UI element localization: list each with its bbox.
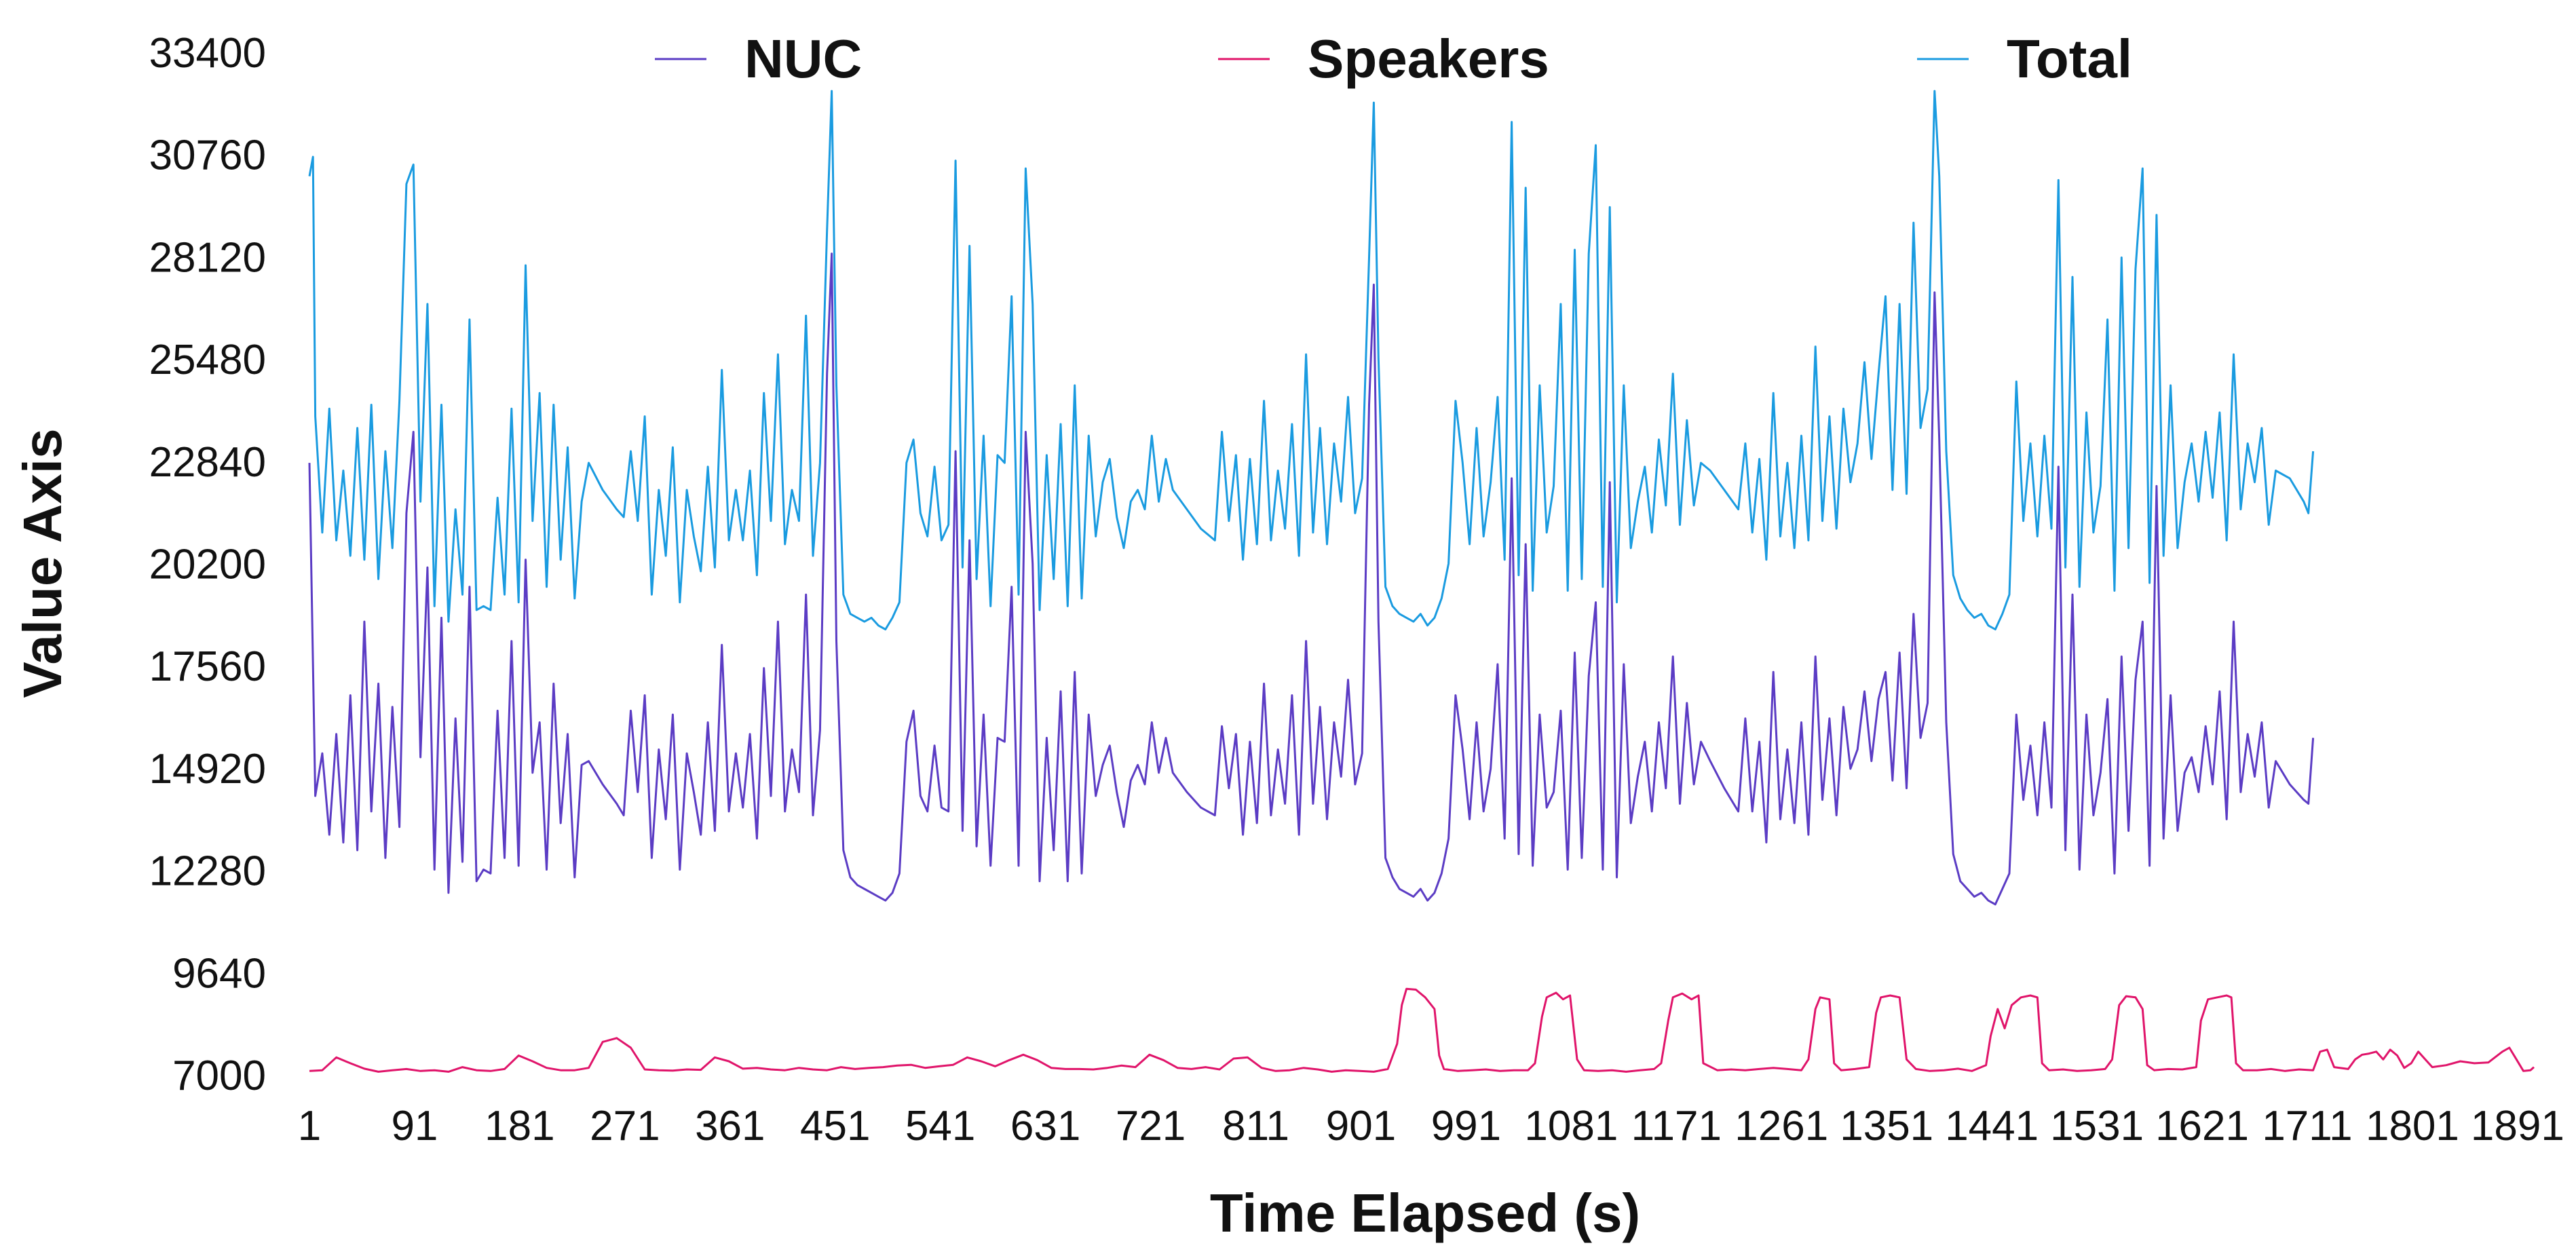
- y-tick-label: 17560: [149, 643, 266, 690]
- x-tick-label: 1261: [1735, 1103, 1828, 1150]
- x-tick-label: 271: [590, 1103, 660, 1150]
- x-tick-label: 1441: [1945, 1103, 2039, 1150]
- x-tick-label: 1531: [2050, 1103, 2144, 1150]
- x-tick-label: 361: [695, 1103, 765, 1150]
- legend-label-speakers: Speakers: [1308, 28, 1549, 89]
- series-line-total: [308, 90, 2315, 630]
- x-tick-label: 1081: [1524, 1103, 1618, 1150]
- x-tick-label: 1711: [2262, 1103, 2352, 1150]
- y-tick-label: 7000: [172, 1052, 266, 1099]
- series-line-nuc: [308, 252, 2315, 906]
- y-tick-label: 28120: [149, 234, 266, 281]
- x-tick-label: 181: [485, 1103, 554, 1150]
- y-axis-title: Value Axis: [12, 428, 73, 698]
- y-tick-label: 22840: [149, 439, 266, 486]
- x-axis-ticks: 1 91 181 271 361 451 541 631 721 811 901 991 1081 117…: [298, 1103, 2564, 1150]
- y-tick-label: 33400: [149, 30, 266, 77]
- legend-label-nuc: NUC: [744, 28, 862, 89]
- y-tick-label: 9640: [172, 950, 266, 997]
- series-line-speakers: [309, 987, 2535, 1073]
- x-tick-label: 1: [298, 1103, 321, 1150]
- x-tick-label: 1891: [2471, 1103, 2564, 1150]
- y-tick-label: 20200: [149, 542, 266, 588]
- plot-area: [308, 90, 2535, 1073]
- y-tick-label: 12280: [149, 848, 266, 895]
- y-tick-label: 25480: [149, 337, 266, 383]
- legend: NUC Speakers Total: [655, 28, 2132, 89]
- x-tick-label: 721: [1116, 1103, 1186, 1150]
- y-axis-ticks: 7000 9640 12280 14920 17560 20200 22840 25480 28…: [149, 30, 266, 1099]
- x-tick-label: 451: [800, 1103, 870, 1150]
- x-tick-label: 811: [1222, 1103, 1289, 1150]
- x-axis-title: Time Elapsed (s): [1210, 1183, 1640, 1243]
- x-tick-label: 91: [391, 1103, 438, 1150]
- y-tick-label: 14920: [149, 746, 266, 793]
- legend-label-total: Total: [2007, 28, 2132, 89]
- y-tick-label: 30760: [149, 132, 266, 179]
- x-tick-label: 631: [1010, 1103, 1080, 1150]
- x-tick-label: 901: [1326, 1103, 1396, 1150]
- x-tick-label: 1351: [1840, 1103, 1933, 1150]
- x-tick-label: 991: [1431, 1103, 1501, 1150]
- x-tick-label: 1621: [2155, 1103, 2249, 1150]
- x-tick-label: 1801: [2366, 1103, 2459, 1150]
- x-tick-label: 1171: [1631, 1103, 1722, 1150]
- x-tick-label: 541: [905, 1103, 975, 1150]
